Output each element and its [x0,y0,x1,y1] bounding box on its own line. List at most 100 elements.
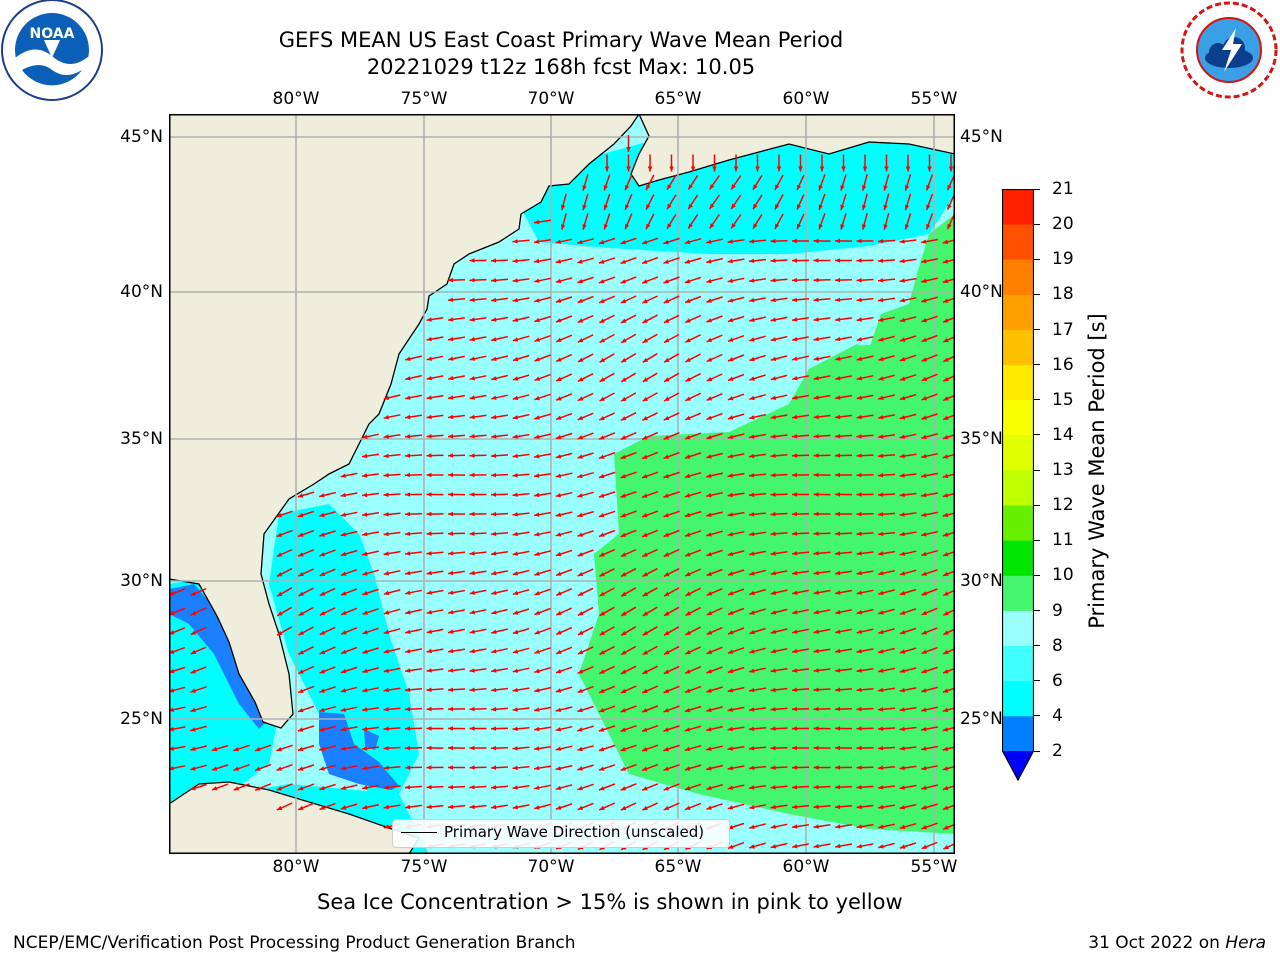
wave-arrow [942,746,955,751]
wave-arrow [921,277,938,283]
wave-arrow [190,666,207,674]
wave-arrow [447,394,466,400]
wave-arrow [404,668,423,673]
wave-arrow [834,824,853,829]
wave-arrow [340,686,358,693]
wave-arrow [297,705,315,713]
colorbar-tick-label: 14 [1052,424,1074,445]
wave-arrow [555,549,573,557]
wave-arrow [534,531,551,537]
wave-arrow [727,315,745,323]
colorbar-bin [1002,364,1034,401]
wave-arrow [835,414,852,420]
wave-arrow [727,803,745,810]
wave-arrow [603,193,611,211]
wave-arrow [624,174,633,191]
wave-arrow [813,745,831,751]
map-frame [169,114,955,854]
wave-arrow [834,297,853,302]
wave-arrow [834,589,853,595]
wave-arrow [340,803,358,810]
wave-arrow [877,492,896,497]
wave-arrow [426,687,444,692]
wave-arrow [791,785,810,790]
wave-arrow [641,431,659,441]
wave-arrow [706,626,723,636]
wave-arrow [512,531,530,537]
wave-arrow [727,666,745,674]
wave-arrow [319,607,336,616]
wave-arrow [813,804,831,810]
wave-arrow [362,647,379,654]
wave-arrow [792,745,809,751]
wave-arrow [490,765,509,770]
wave-arrow [598,705,616,713]
wave-arrow [878,316,895,322]
wave-arrow [946,213,955,230]
wave-arrow [921,706,938,712]
wave-arrow [684,725,702,732]
wave-arrow [727,277,745,283]
wave-arrow [533,219,552,225]
wave-arrow [577,666,594,674]
wave-arrow [469,414,487,420]
wave-arrow [405,589,422,595]
wave-arrow [642,314,658,324]
wave-arrow [770,453,788,458]
wave-arrow [770,394,788,400]
wave-arrow [749,297,766,303]
wave-arrow [706,296,723,303]
wave-arrow [706,549,723,557]
wave-arrow [555,706,573,712]
wave-arrow [792,238,809,244]
wave-arrow [319,705,336,713]
lon-label-bottom: 55°W [910,857,958,877]
lat-label-left: 35°N [120,429,163,449]
wave-arrow [921,686,938,693]
wave-arrow [641,802,659,811]
wave-arrow [362,687,379,693]
colorbar-bin [1002,224,1034,260]
wave-direction-arrows [169,135,955,851]
wave-arrow [706,334,723,343]
wave-arrow [426,472,444,478]
wave-arrow [469,355,487,361]
wave-arrow [727,531,745,537]
wave-arrow [899,569,917,576]
wave-arrow [534,550,551,556]
wave-arrow [752,174,763,191]
colorbar-tick-mark [1034,364,1040,366]
wave-arrow [904,213,912,230]
wave-arrow [190,646,207,655]
colorbar-outline [1001,188,1035,782]
lon-label-top: 65°W [654,89,702,109]
wave-arrow [534,607,551,616]
wave-arrow [749,667,766,673]
wave-arrow [856,238,874,244]
wave-arrow [834,687,853,692]
wave-arrow [685,353,701,363]
wave-arrow [856,608,874,615]
colorbar-tick-label: 21 [1052,179,1074,199]
wave-arrow [749,707,766,712]
wave-arrow [687,213,699,230]
wave-arrow [706,607,723,616]
wave-arrow [899,588,917,596]
wave-arrow [361,531,380,537]
wave-arrow [813,706,831,712]
wave-arrow [361,512,380,517]
wave-arrow [426,394,444,400]
wave-arrow [748,258,767,264]
wave-arrow [877,258,896,263]
wave-arrow [404,434,423,439]
wave-arrow [254,763,272,772]
wave-arrow [340,646,358,655]
colorbar-bin [1002,610,1034,647]
wave-arrow [796,213,805,230]
wave-arrow [749,608,766,615]
wave-arrow [791,394,810,400]
wave-arrow [512,550,530,556]
wave-arrow [598,491,616,498]
cyan-band-florida [269,504,419,794]
wave-arrow [921,627,938,635]
